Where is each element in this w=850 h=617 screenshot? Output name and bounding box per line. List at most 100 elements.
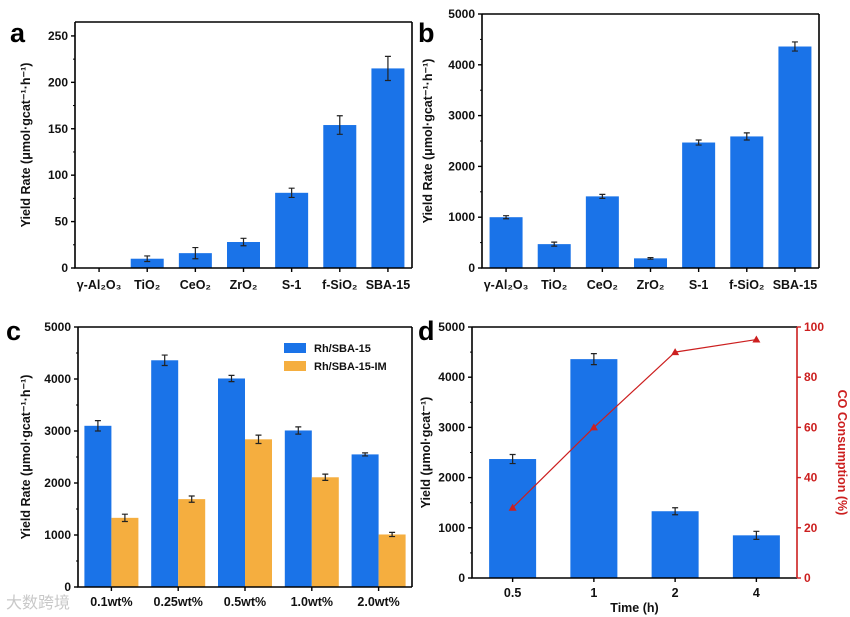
bar xyxy=(570,359,618,578)
error-bar xyxy=(144,255,151,263)
bar xyxy=(585,196,619,268)
legend-label: Rh/SBA-15 xyxy=(314,343,371,355)
error-bar xyxy=(240,237,247,247)
x-tick-label: γ-Al₂O₃ xyxy=(77,278,122,292)
bar xyxy=(378,534,406,587)
x-tick-label: 4 xyxy=(753,586,760,600)
y-tick-label: 5000 xyxy=(44,320,71,334)
x-tick-label: 0.25wt% xyxy=(154,595,203,609)
y-tick-label: 200 xyxy=(48,75,68,89)
bar xyxy=(84,425,112,587)
co-consumption-point xyxy=(508,503,517,511)
bar xyxy=(227,242,260,268)
x-tick-label: SBA-15 xyxy=(773,278,818,292)
bar xyxy=(130,258,164,268)
y-axis-label: Yield (μmol·gcat⁻¹) xyxy=(419,397,433,509)
y-axis-label: Yield Rate (μmol·gcat⁻¹·h⁻¹) xyxy=(421,59,435,224)
error-bar xyxy=(551,241,558,247)
error-bar xyxy=(161,354,168,367)
bar xyxy=(682,142,716,268)
y2-tick-label: 20 xyxy=(804,521,818,535)
error-bar xyxy=(228,374,235,383)
error-bar xyxy=(188,495,195,503)
bar xyxy=(245,439,272,587)
error-bar xyxy=(389,531,396,538)
x-tick-label: CeO₂ xyxy=(180,278,211,292)
x-axis-label: Time (h) xyxy=(610,601,658,615)
x-tick-label: 0.1wt% xyxy=(90,595,132,609)
x-tick-label: 0.5wt% xyxy=(224,595,266,609)
y-tick-label: 4000 xyxy=(448,58,475,72)
axis-left-bottom xyxy=(74,22,412,269)
error-bar xyxy=(255,434,262,445)
y2-tick-label: 100 xyxy=(804,320,824,334)
error-bar xyxy=(121,513,128,523)
bar xyxy=(218,378,245,587)
legend-swatch xyxy=(284,343,306,353)
x-tick-label: S-1 xyxy=(282,278,302,292)
bar xyxy=(778,46,812,269)
error-bar xyxy=(743,132,750,141)
y-tick-label: 3000 xyxy=(438,420,465,434)
panel-label: c xyxy=(6,316,21,346)
y-tick-label: 2000 xyxy=(44,476,71,490)
bar xyxy=(111,517,139,587)
bar xyxy=(311,477,339,587)
bar xyxy=(489,217,523,268)
bar xyxy=(732,535,780,578)
bar xyxy=(730,136,764,268)
y-tick-label: 50 xyxy=(55,215,69,229)
co-consumption-line xyxy=(512,338,757,509)
error-bar xyxy=(599,193,606,200)
legend-swatch xyxy=(284,361,306,371)
x-tick-label: ZrO₂ xyxy=(230,278,258,292)
x-tick-label: TiO₂ xyxy=(134,278,160,292)
co-consumption-point xyxy=(752,335,761,343)
y-tick-label: 2000 xyxy=(448,159,475,173)
y2-tick-label: 80 xyxy=(804,370,818,384)
co-consumption-point xyxy=(589,423,598,431)
y2-tick-label: 60 xyxy=(804,420,818,434)
bar xyxy=(634,258,667,268)
error-bar xyxy=(362,452,369,457)
watermark: 大数跨境 xyxy=(6,593,70,612)
y-tick-label: 0 xyxy=(458,571,465,585)
error-bar xyxy=(509,453,516,465)
y-tick-label: 3000 xyxy=(44,424,71,438)
bar xyxy=(651,511,699,578)
bar xyxy=(489,459,537,578)
y2-axis-label: CO Consumption (%) xyxy=(835,390,849,516)
x-tick-label: 1.0wt% xyxy=(291,595,333,609)
y-tick-label: 5000 xyxy=(438,320,465,334)
bar xyxy=(323,125,357,269)
y-tick-label: 100 xyxy=(48,168,68,182)
y-axis-label: Yield Rate (μmol·gcat⁻¹·h⁻¹) xyxy=(19,63,33,228)
y-tick-label: 5000 xyxy=(448,7,475,21)
y2-tick-label: 0 xyxy=(804,571,811,585)
error-bar xyxy=(384,55,391,82)
error-bar xyxy=(791,41,798,52)
error-bar xyxy=(695,139,702,146)
error-bar xyxy=(192,246,199,260)
y-tick-label: 0 xyxy=(64,580,71,594)
panel-label: d xyxy=(418,316,435,346)
chart-panel-d: d 0 1000 2000 3000 4000 5000 0 20 40 60 80 100 CO Con… xyxy=(418,316,849,615)
x-tick-label: S-1 xyxy=(689,278,709,292)
bar xyxy=(178,253,212,268)
y-tick-label: 250 xyxy=(48,29,68,43)
x-tick-label: ZrO₂ xyxy=(637,278,665,292)
axis-left-bottom xyxy=(481,14,819,269)
x-tick-label: f-SiO₂ xyxy=(729,278,764,292)
x-tick-label: 1 xyxy=(590,586,597,600)
chart-panel-c: c 0 1000 2000 3000 4000 5000 0.1wt% 0.25wt% 0.5wt… xyxy=(6,316,413,609)
bar xyxy=(284,430,312,587)
y-tick-label: 4000 xyxy=(438,370,465,384)
error-bar xyxy=(295,426,302,435)
x-tick-label: CeO₂ xyxy=(587,278,618,292)
error-bar xyxy=(503,215,510,220)
y2-tick-label: 40 xyxy=(804,471,818,485)
error-bar xyxy=(288,187,295,199)
error-bar xyxy=(322,473,329,481)
x-tick-label: TiO₂ xyxy=(541,278,567,292)
